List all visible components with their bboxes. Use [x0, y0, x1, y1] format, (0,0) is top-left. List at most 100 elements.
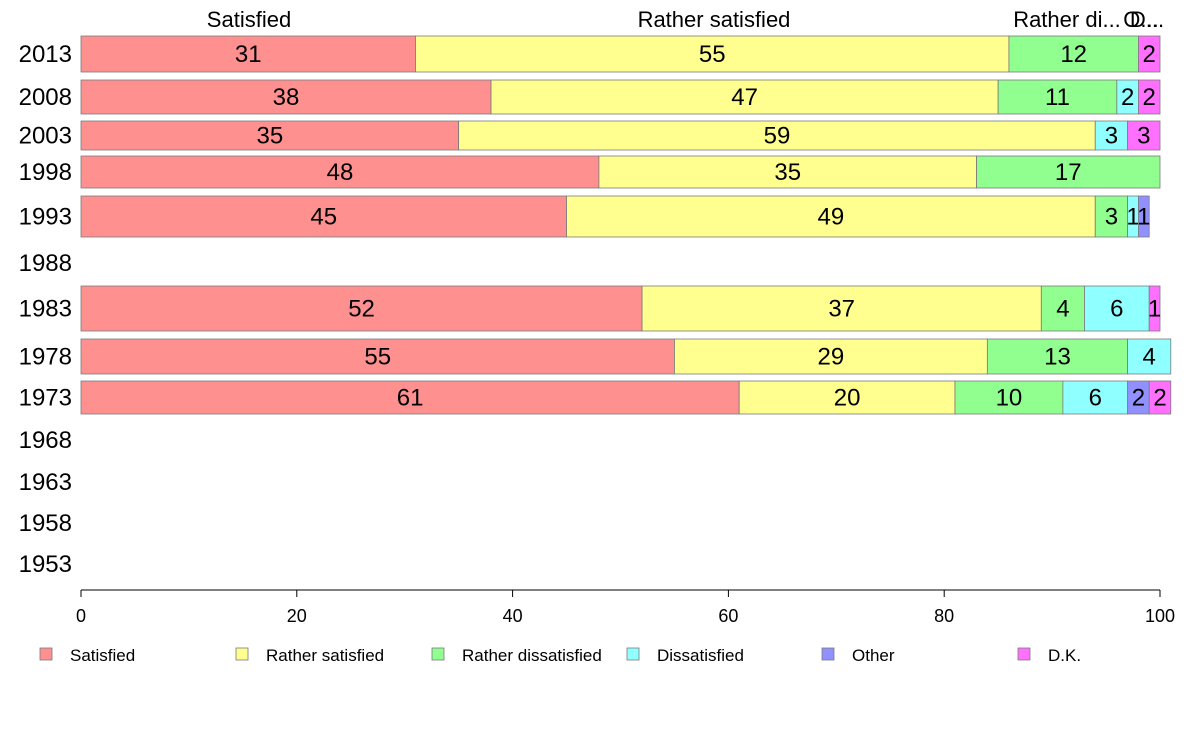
data-label: 2	[1121, 84, 1134, 111]
data-label: 29	[818, 344, 845, 371]
data-label: 4	[1056, 296, 1069, 323]
legend-label: Other	[852, 646, 895, 665]
legend-swatch	[39, 647, 53, 661]
bar-segment	[1148, 285, 1161, 332]
data-label: 55	[699, 41, 726, 68]
bar-segment	[80, 79, 492, 115]
data-label: 2	[1132, 385, 1145, 412]
data-label: 20	[834, 385, 861, 412]
data-label: 38	[273, 84, 300, 111]
year-label: 1968	[19, 427, 72, 454]
bar-segment	[1127, 120, 1161, 151]
data-label: 3	[1105, 204, 1118, 231]
bar-segment	[566, 195, 1096, 238]
bar-segment	[80, 155, 600, 189]
bar-segment	[490, 79, 999, 115]
bar-segment	[598, 155, 977, 189]
data-label: 55	[364, 344, 391, 371]
data-label: 35	[256, 123, 283, 150]
data-label: 1	[1126, 204, 1139, 231]
year-label: 2003	[19, 123, 72, 150]
x-tick-label: 60	[718, 606, 738, 626]
bar-segment	[80, 338, 675, 375]
top-series-label: Satisfied	[207, 7, 291, 32]
legend-label: Dissatisfied	[657, 646, 744, 665]
legend-swatch	[235, 647, 249, 661]
data-label: 52	[348, 296, 375, 323]
top-series-label: D...	[1130, 7, 1164, 32]
bar-segment	[1127, 338, 1172, 375]
legend-label: Rather satisfied	[266, 646, 384, 665]
bar-segment	[674, 338, 988, 375]
bar-segment	[80, 35, 416, 73]
bar-segment	[1094, 195, 1129, 238]
bar-segment	[80, 380, 740, 415]
data-label: 4	[1143, 344, 1156, 371]
year-label: 1953	[19, 551, 72, 578]
bar-segment	[976, 155, 1161, 189]
data-label: 2	[1143, 84, 1156, 111]
bar-segment	[641, 285, 1042, 332]
year-label: 1983	[19, 296, 72, 323]
legend-swatch	[1017, 647, 1031, 661]
data-label: 6	[1089, 385, 1102, 412]
legend-label: D.K.	[1048, 646, 1081, 665]
year-label: 1993	[19, 204, 72, 231]
data-label: 47	[731, 84, 758, 111]
top-series-label: O...	[1123, 7, 1158, 32]
year-label: 1963	[19, 469, 72, 496]
bar-segment	[1148, 380, 1172, 415]
year-label: 1973	[19, 385, 72, 412]
legend-swatch	[821, 647, 835, 661]
data-label: 1	[1137, 204, 1150, 231]
bar-segment	[997, 79, 1118, 115]
data-label: 37	[828, 296, 855, 323]
data-label: 61	[397, 385, 424, 412]
data-label: 35	[774, 159, 801, 186]
data-label: 45	[310, 204, 337, 231]
legend-swatch	[431, 647, 445, 661]
year-label: 1958	[19, 510, 72, 537]
data-label: 12	[1060, 41, 1087, 68]
data-label: 11	[1045, 84, 1070, 111]
data-label: 31	[235, 41, 262, 68]
x-tick-label: 40	[503, 606, 523, 626]
bar-segment	[1008, 35, 1139, 73]
bar-segment	[1138, 79, 1161, 115]
x-tick-label: 100	[1145, 606, 1175, 626]
data-label: 10	[996, 385, 1023, 412]
data-label: 13	[1044, 344, 1071, 371]
x-tick-label: 0	[76, 606, 86, 626]
data-label: 1	[1148, 296, 1161, 323]
data-label: 6	[1110, 296, 1123, 323]
bar-segment	[1062, 380, 1129, 415]
data-label: 3	[1137, 123, 1150, 150]
bar-segment	[954, 380, 1064, 415]
top-series-label: Rather satisfied	[638, 7, 791, 32]
bar-segment	[80, 285, 643, 332]
bar-segment	[1138, 195, 1150, 238]
data-label: 17	[1055, 159, 1082, 186]
data-label: 59	[764, 123, 791, 150]
bar-segment	[738, 380, 956, 415]
legend-label: Satisfied	[70, 646, 135, 665]
legend-label: Rather dissatisfied	[462, 646, 602, 665]
x-tick-label: 20	[287, 606, 307, 626]
bar-segment	[1094, 120, 1129, 151]
year-label: 2008	[19, 84, 72, 111]
data-label: 2	[1143, 41, 1156, 68]
data-label: 48	[327, 159, 354, 186]
bar-segment	[80, 120, 460, 151]
bar-segment	[415, 35, 1010, 73]
bar-segment	[1040, 285, 1085, 332]
data-label: 3	[1105, 123, 1118, 150]
year-label: 2013	[19, 41, 72, 68]
bar-segment	[1138, 35, 1161, 73]
data-label: 49	[818, 204, 845, 231]
year-label: 1988	[19, 250, 72, 277]
x-tick-label: 80	[934, 606, 954, 626]
year-label: 1978	[19, 344, 72, 371]
bar-segment	[80, 195, 567, 238]
bar-segment	[986, 338, 1129, 375]
